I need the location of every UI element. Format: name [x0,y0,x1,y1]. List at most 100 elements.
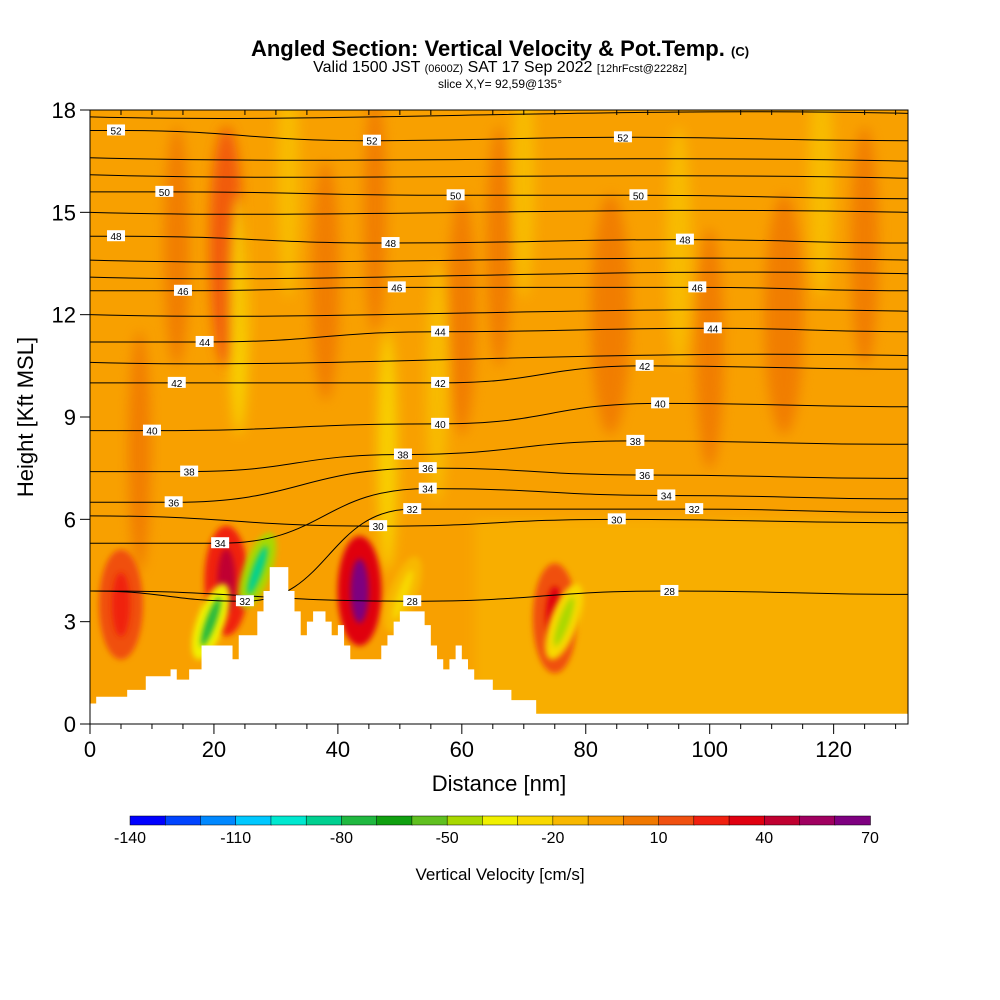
svg-text:40: 40 [146,427,158,438]
svg-text:38: 38 [630,437,642,448]
contour-label: 48 [381,237,400,250]
svg-text:52: 52 [617,133,629,144]
x-tick-label: 20 [202,737,226,762]
colorbar-swatch [728,815,766,826]
velocity-streak [228,194,249,435]
svg-text:36: 36 [168,498,180,509]
downdraft-core [238,532,277,609]
theta-contour [90,157,908,162]
colorbar-swatch [799,815,836,826]
downdraft-core [383,556,422,633]
x-axis-label: Distance [nm] [432,771,567,796]
colorbar-tick-label: 40 [755,830,773,847]
colorbar-swatch [341,815,378,826]
contour-label: 44 [703,322,722,335]
svg-text:40: 40 [655,399,667,410]
colorbar-tick-label: 10 [650,830,668,847]
velocity-streak [447,194,476,435]
velocity-streak [486,126,512,367]
svg-text:46: 46 [391,283,403,294]
colorbar-tick-label: -140 [114,830,146,847]
svg-text:32: 32 [407,505,419,516]
velocity-streak [695,228,724,469]
contour-label: 40 [651,397,670,410]
contour-label: 46 [173,284,192,298]
valid-date: SAT 17 Sep 2022 [467,59,593,76]
contour-label: 40 [142,424,161,438]
x-tick-label: 0 [84,737,96,762]
contour-label: 44 [195,335,214,349]
contour-label: 38 [393,448,412,462]
y-tick-label: 0 [64,712,76,737]
colorbar-swatch [587,815,625,826]
colorbar-swatch [517,815,554,826]
contour-label: 28 [660,584,679,598]
svg-text:36: 36 [422,464,434,475]
y-tick-label: 3 [64,610,76,635]
contour-label: 40 [431,417,450,431]
colorbar-tick-label: -50 [436,830,459,847]
y-tick-label: 12 [52,303,76,328]
svg-text:28: 28 [664,587,676,598]
contour-label: 42 [635,359,654,373]
downdraft-core [191,583,230,660]
svg-text:34: 34 [661,491,673,502]
theta-contour [90,111,908,119]
x-tick-label: 120 [815,737,852,762]
contour-labels: 52 52 52 50 50 50 48 48 48 46 46 46 44 44 44 42 42 42 40 40… [107,124,722,608]
contour-label: 44 [431,325,450,339]
plot-area: 52 52 52 50 50 50 48 48 48 46 46 46 44 44 44 42 42 42 40 40… [90,110,908,724]
colorbar-swatch [834,815,871,826]
svg-text:52: 52 [110,126,122,137]
colorbar-swatch [552,815,589,826]
theta-contour [90,327,908,343]
colorbar-swatch [658,815,695,826]
theta-contour [90,488,908,544]
colorbar-swatch [623,815,660,826]
svg-text:50: 50 [633,191,645,202]
slice-info: slice X,Y= 92,59@135° [437,77,563,91]
downdraft-core [545,583,584,660]
colorbar-tick-label: 70 [861,830,879,847]
colorbar-swatch [200,815,237,826]
theta-contour [90,515,908,527]
updraft-core [98,549,143,660]
contour-label: 50 [446,189,465,202]
contour-label: 42 [431,376,450,390]
x-tick-label: 80 [574,737,598,762]
contour-label: 30 [369,520,388,533]
contour-label: 36 [635,468,654,482]
svg-text:46: 46 [692,283,704,294]
contour-label: 42 [167,376,186,390]
colorbar-swatch [764,815,801,826]
svg-text:44: 44 [707,324,719,335]
contour-label: 50 [629,189,648,202]
svg-text:52: 52 [366,137,378,148]
velocity-streak [311,160,340,401]
velocity-streak [277,110,300,299]
svg-text:34: 34 [215,539,227,550]
chart-title-main: Angled Section: Vertical Velocity & Pot.… [250,36,725,61]
y-tick-label: 6 [64,507,76,532]
svg-text:42: 42 [435,379,447,390]
theta-contour [90,353,908,365]
x-tick-label: 60 [450,737,474,762]
colorbar-label: Vertical Velocity [cm/s] [415,865,584,884]
contour-label: 32 [403,503,422,516]
contour-label: 52 [613,131,632,144]
colorbar-swatch [482,815,519,826]
y-axis-label: Height [Kft MSL] [13,337,38,497]
terrain [90,567,908,724]
colorbar-swatch [693,815,730,826]
y-tick-label: 18 [52,98,76,123]
contour-label: 38 [626,434,645,448]
velocity-streak [850,126,879,367]
svg-text:34: 34 [422,485,434,496]
colorbar-swatch [446,815,484,826]
svg-text:50: 50 [450,191,462,202]
velocity-streak [363,110,387,333]
contour-label: 52 [362,134,381,148]
svg-text:42: 42 [171,379,183,390]
updraft-core [337,535,382,646]
